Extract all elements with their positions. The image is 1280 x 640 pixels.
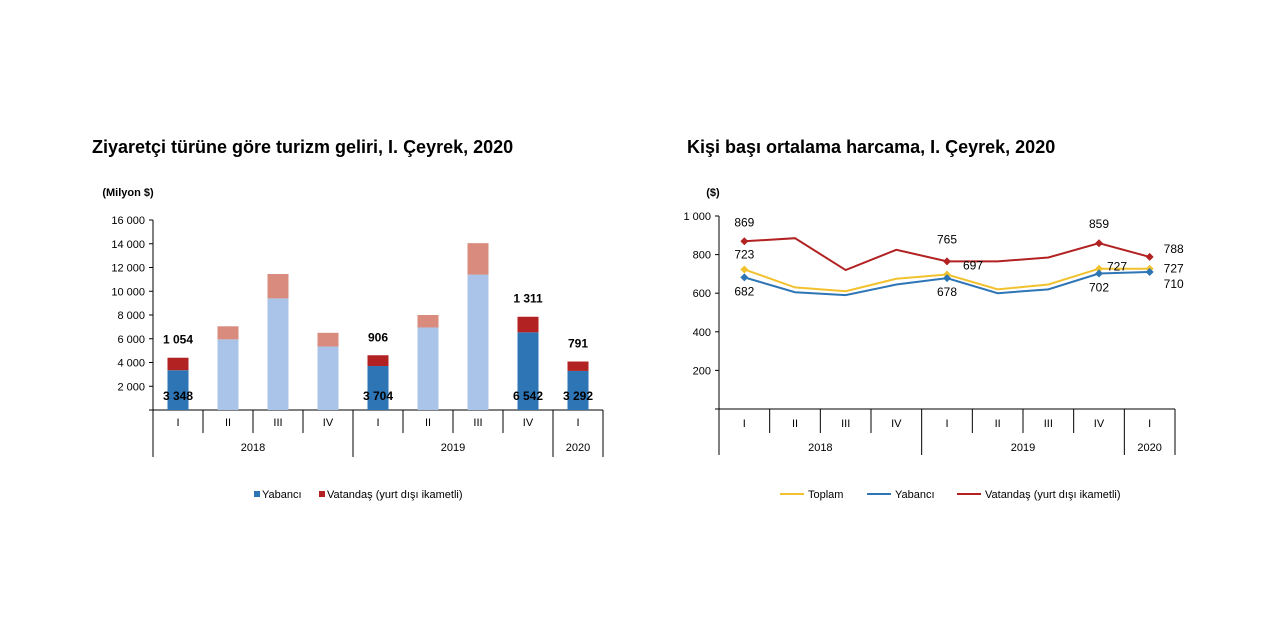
line-point-toplam [1095,264,1103,273]
line-point-toplam [740,265,749,274]
x-tick-label: I [176,417,179,429]
bar-segment-yabanci [467,274,489,410]
bar-segment-yabanci [517,332,539,410]
spending-chart-panel: Kişi başı ortalama harcama, I. Çeyrek, 2… [640,0,1280,640]
line-data-label-yabanci: 678 [937,285,957,299]
bar-data-label-vatandas: 1 054 [163,333,193,347]
bar-data-label-yabanci: 3 704 [363,389,393,403]
x-tick-label: III [473,417,482,429]
x-year-label: 2019 [1011,442,1035,454]
bar-segment-yabanci [217,339,239,410]
x-year-label: 2019 [441,442,465,454]
y-tick-label: 4 000 [117,358,145,370]
x-tick-label: IV [1094,418,1105,430]
x-year-label: 2018 [241,442,265,454]
x-year-label: 2020 [566,442,590,454]
bar-segment-vatandas [417,315,439,328]
y-tick-label: 400 [693,327,711,339]
bar-segment-vatandas [517,316,539,333]
x-tick-label: III [841,418,850,430]
y-tick-label: 800 [693,250,711,262]
line-point-vatandas [1145,252,1154,261]
y-tick-label: 16 000 [111,215,145,227]
bar-segment-yabanci [567,370,589,410]
bar-segment-vatandas [317,332,339,347]
bar-segment-vatandas [167,357,189,371]
line-data-label-vatandas: 788 [1164,242,1184,256]
bar-data-label-vatandas: 1 311 [513,292,543,306]
y-tick-label: 10 000 [111,286,145,298]
x-tick-label: IV [323,417,334,429]
y-tick-label: 200 [693,365,711,377]
legend-label-yabanci: Yabancı [895,489,935,501]
legend-swatch-vatandas [319,491,325,497]
line-point-vatandas [1095,239,1103,248]
line-data-label-vatandas: 869 [734,215,754,229]
legend-label-toplam: Toplam [808,489,843,501]
line-data-label-vatandas: 765 [937,232,957,246]
line-data-label-yabanci: 682 [734,284,754,298]
bar-data-label-yabanci: 6 542 [513,389,543,403]
x-tick-label: I [376,417,379,429]
x-tick-label: II [995,418,1001,430]
line-data-label-vatandas: 859 [1089,217,1109,231]
x-tick-label: I [945,418,948,430]
line-point-yabanci [1095,269,1103,278]
x-tick-label: II [225,417,231,429]
bar-segment-yabanci [267,298,289,410]
y-tick-label: 1 000 [683,211,711,223]
x-year-label: 2018 [808,442,832,454]
bar-segment-yabanci [317,346,339,410]
legend-label-yabanci: Yabancı [262,489,302,501]
bar-data-label-vatandas: 791 [568,337,588,351]
bar-data-label-vatandas: 906 [368,330,388,344]
x-tick-label: I [743,418,746,430]
bar-data-label-yabanci: 3 292 [563,389,593,403]
x-tick-label: III [273,417,282,429]
y-tick-label: 600 [693,288,711,300]
bar-segment-yabanci [367,366,389,410]
x-tick-label: II [425,417,431,429]
line-data-label-yabanci: 710 [1164,277,1184,291]
x-tick-label: IV [523,417,534,429]
line-data-label-yabanci: 702 [1089,281,1109,295]
y-tick-label: 14 000 [111,239,145,251]
bar-segment-vatandas [567,361,589,371]
x-tick-label: I [576,417,579,429]
x-year-label: 2020 [1137,442,1161,454]
spending-chart-title: Kişi başı ortalama harcama, I. Çeyrek, 2… [687,137,1056,157]
x-tick-label: II [792,418,798,430]
line-point-vatandas [943,257,951,266]
revenue-chart-title: Ziyaretçi türüne göre turizm geliri, I. … [92,137,514,157]
line-data-label-toplam: 727 [1164,262,1184,276]
line-point-yabanci [740,273,749,282]
bar-segment-vatandas [367,355,389,367]
x-tick-label: III [1044,418,1053,430]
revenue-bar-chart: (Milyon $) 2 000 4 000 6 000 8 000 10 000 12 0… [102,187,604,501]
bar-segment-yabanci [417,327,439,410]
bar-data-label-yabanci: 3 348 [163,389,193,403]
line-data-label-toplam: 723 [734,247,754,261]
y-axis-unit: ($) [706,187,720,199]
legend-label-vatandas: Vatandaş (yurt dışı ikametli) [327,489,463,501]
legend-label-vatandas: Vatandaş (yurt dışı ikametli) [985,489,1121,501]
revenue-chart-panel: Ziyaretçi türüne göre turizm geliri, I. … [92,137,604,501]
y-tick-label: 6 000 [117,334,145,346]
y-tick-label: 12 000 [111,263,145,275]
bar-segment-yabanci [167,370,189,410]
line-data-label-toplam: 697 [963,258,983,272]
legend-swatch-yabanci [254,491,260,497]
y-tick-label: 8 000 [117,310,145,322]
line-point-vatandas [740,237,749,246]
line-point-yabanci [943,274,951,283]
y-axis-unit: (Milyon $) [102,187,154,199]
bar-segment-vatandas [217,326,239,340]
x-tick-label: I [1148,418,1151,430]
y-tick-label: 2 000 [117,381,145,393]
x-tick-label: IV [891,418,902,430]
bar-segment-vatandas [267,274,289,299]
line-data-label-toplam: 727 [1107,260,1127,274]
bar-segment-vatandas [467,243,489,275]
